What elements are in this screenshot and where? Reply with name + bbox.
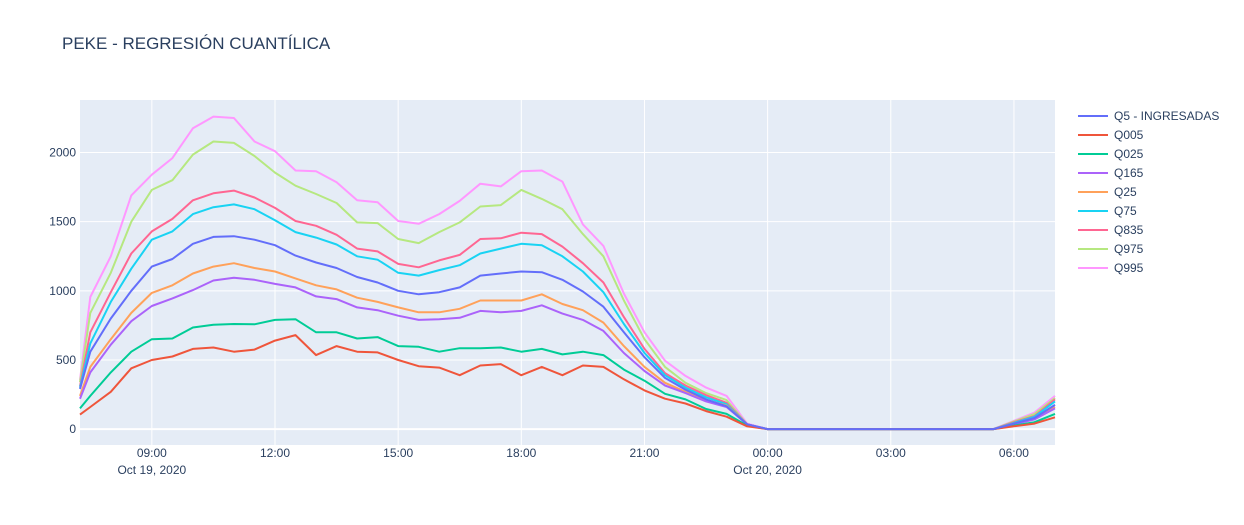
- x-tick-label: 06:00: [999, 446, 1029, 460]
- legend-swatch: [1078, 266, 1108, 269]
- series-line-q5-ingresadas: [79, 235, 1056, 431]
- x-tick-label: 03:00: [876, 446, 906, 460]
- y-axis: 0 500 1000 1500 2000: [49, 146, 76, 437]
- x-tick-label: 21:00: [629, 446, 659, 460]
- legend-item[interactable]: Q025: [1078, 144, 1219, 163]
- x-tick-label: 12:00: [260, 446, 290, 460]
- x-tick-label: 09:00: [137, 446, 167, 460]
- legend-swatch: [1078, 152, 1108, 155]
- legend-item[interactable]: Q5 - INGRESADAS: [1078, 106, 1219, 125]
- y-tick-label: 1000: [49, 284, 76, 298]
- legend-label: Q005: [1114, 127, 1144, 142]
- legend-item[interactable]: Q005: [1078, 125, 1219, 144]
- y-tick-label: 2000: [49, 146, 76, 160]
- legend-label: Q165: [1114, 165, 1144, 180]
- x-tick-label: 18:00: [506, 446, 536, 460]
- legend-item[interactable]: Q995: [1078, 258, 1219, 277]
- legend-label: Q835: [1114, 222, 1144, 237]
- chart-title: PEKE - REGRESIÓN CUANTÍLICA: [62, 34, 331, 53]
- legend-swatch: [1078, 228, 1108, 231]
- legend: Q5 - INGRESADAS Q005 Q025 Q165 Q25 Q75 Q835 Q97…: [1078, 106, 1219, 277]
- x-tick-label: 00:00: [753, 446, 783, 460]
- y-tick-label: 500: [56, 353, 76, 367]
- legend-label: Q75: [1114, 203, 1137, 218]
- legend-swatch: [1078, 114, 1108, 117]
- legend-label: Q25: [1114, 184, 1137, 199]
- y-tick-label: 0: [69, 422, 76, 436]
- x-tick-label: 15:00: [383, 446, 413, 460]
- x-tick-date-label: Oct 20, 2020: [733, 463, 802, 477]
- y-tick-label: 1500: [49, 215, 76, 229]
- legend-swatch: [1078, 247, 1108, 250]
- legend-item[interactable]: Q25: [1078, 182, 1219, 201]
- legend-item[interactable]: Q835: [1078, 220, 1219, 239]
- legend-swatch: [1078, 209, 1108, 212]
- legend-item[interactable]: Q75: [1078, 201, 1219, 220]
- x-tick-date-label: Oct 19, 2020: [117, 463, 186, 477]
- legend-swatch: [1078, 133, 1108, 136]
- legend-item[interactable]: Q165: [1078, 163, 1219, 182]
- plot-area: [80, 100, 1055, 445]
- legend-swatch: [1078, 190, 1108, 193]
- series-lines: [79, 115, 1056, 431]
- legend-label: Q5 - INGRESADAS: [1114, 108, 1220, 123]
- legend-label: Q995: [1114, 260, 1144, 275]
- legend-label: Q975: [1114, 241, 1144, 256]
- legend-swatch: [1078, 171, 1108, 174]
- legend-label: Q025: [1114, 146, 1144, 161]
- legend-item[interactable]: Q975: [1078, 239, 1219, 258]
- x-axis: 09:00 Oct 19, 2020 12:00 15:00 18:00 21:00 00:…: [117, 446, 1029, 477]
